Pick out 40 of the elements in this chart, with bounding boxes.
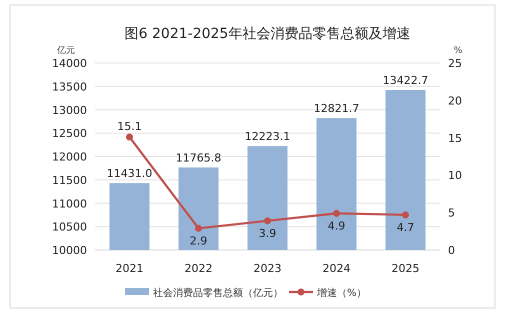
y2-tick-label: 25 [448, 57, 462, 70]
data-label: 12223.1 [244, 130, 290, 144]
x-tick-label: 2025 [392, 262, 420, 275]
y-tick-label: 11000 [52, 197, 87, 210]
data-label: 3.9 [258, 226, 276, 240]
y-tick-label: 13000 [52, 104, 87, 117]
legend-label: 增速（%） [316, 287, 367, 299]
y2-tick-label: 10 [448, 169, 462, 182]
y-tick-label: 10500 [52, 220, 87, 234]
data-label: 15.1 [117, 120, 142, 134]
y-tick-label: 12000 [52, 150, 87, 164]
data-label: 4.7 [396, 220, 414, 234]
chart-title: 图6 2021-2025年社会消费品零售总额及增速 [124, 26, 410, 42]
data-label: 4.9 [328, 219, 346, 232]
y2-tick-label: 20 [448, 94, 462, 108]
point [333, 210, 340, 217]
y2-tick-label: 0 [448, 244, 455, 257]
data-label: 12821.7 [314, 102, 360, 116]
x-tick-label: 2021 [116, 262, 144, 275]
y2-tick-label: 15 [448, 132, 462, 145]
y2-axis-title: % [454, 46, 463, 56]
y2-tick-label: 5 [448, 206, 455, 220]
x-tick-label: 2024 [322, 262, 350, 275]
y-tick-label: 14000 [52, 57, 87, 70]
data-label: 13422.7 [382, 74, 428, 87]
point [126, 134, 133, 141]
y-axis-title: 亿元 [56, 45, 75, 56]
y-tick-label: 10000 [52, 244, 87, 257]
y-tick-label: 12500 [52, 127, 87, 140]
legend-label: 社会消费品零售总额（亿元） [153, 287, 283, 299]
data-label: 11431.0 [106, 167, 152, 180]
y-tick-label: 11500 [52, 174, 87, 187]
point [264, 217, 271, 224]
point [402, 211, 409, 218]
data-label: 2.9 [190, 234, 208, 248]
x-tick-label: 2023 [254, 262, 282, 275]
data-label: 11765.8 [176, 151, 222, 164]
y-tick-label: 13500 [52, 80, 87, 94]
x-tick-label: 2022 [184, 262, 212, 275]
point [195, 224, 202, 232]
